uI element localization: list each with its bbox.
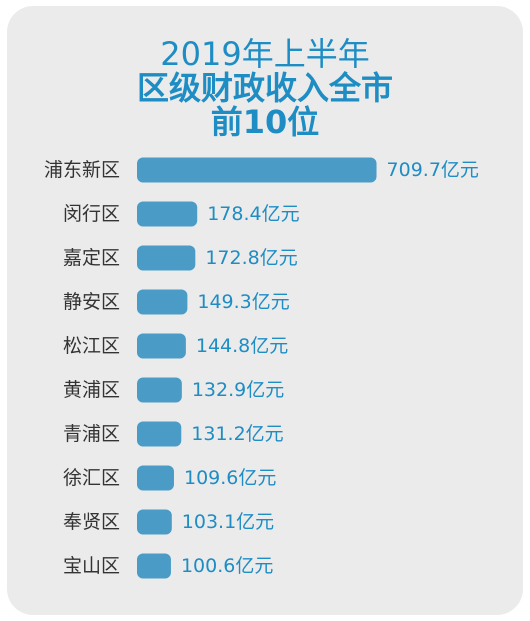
bar <box>137 245 196 271</box>
bar <box>137 421 182 447</box>
data-label: 131.2亿元 <box>191 423 283 445</box>
bar <box>137 157 377 183</box>
bar <box>137 509 172 535</box>
data-label: 149.3亿元 <box>197 291 289 313</box>
category-label: 松江区 <box>63 335 120 357</box>
category-label: 静安区 <box>63 291 120 313</box>
chart-card <box>7 6 523 615</box>
data-label: 132.9亿元 <box>192 379 284 401</box>
data-label: 178.4亿元 <box>207 203 299 225</box>
data-label: 709.7亿元 <box>387 159 479 181</box>
bar <box>137 289 188 315</box>
category-label: 宝山区 <box>63 555 120 577</box>
chart-title-line-1: 2019年上半年 <box>160 35 370 73</box>
category-label: 浦东新区 <box>44 159 120 181</box>
bar <box>137 333 186 359</box>
bar <box>137 201 198 227</box>
data-label: 109.6亿元 <box>184 467 276 489</box>
category-label: 青浦区 <box>63 423 120 445</box>
bar <box>137 377 182 403</box>
data-label: 103.1亿元 <box>182 511 274 533</box>
category-label: 奉贤区 <box>63 511 120 533</box>
chart-title-line-2: 区级财政收入全市 <box>136 69 393 107</box>
chart-title-line-3: 前10位 <box>210 103 320 141</box>
category-label: 嘉定区 <box>63 247 120 269</box>
bar <box>137 465 174 491</box>
bar <box>137 553 171 579</box>
category-label: 黄浦区 <box>63 379 120 401</box>
data-label: 144.8亿元 <box>196 335 288 357</box>
category-label: 闵行区 <box>63 203 120 225</box>
category-label: 徐汇区 <box>63 467 120 489</box>
data-label: 100.6亿元 <box>181 555 273 577</box>
data-label: 172.8亿元 <box>205 247 297 269</box>
